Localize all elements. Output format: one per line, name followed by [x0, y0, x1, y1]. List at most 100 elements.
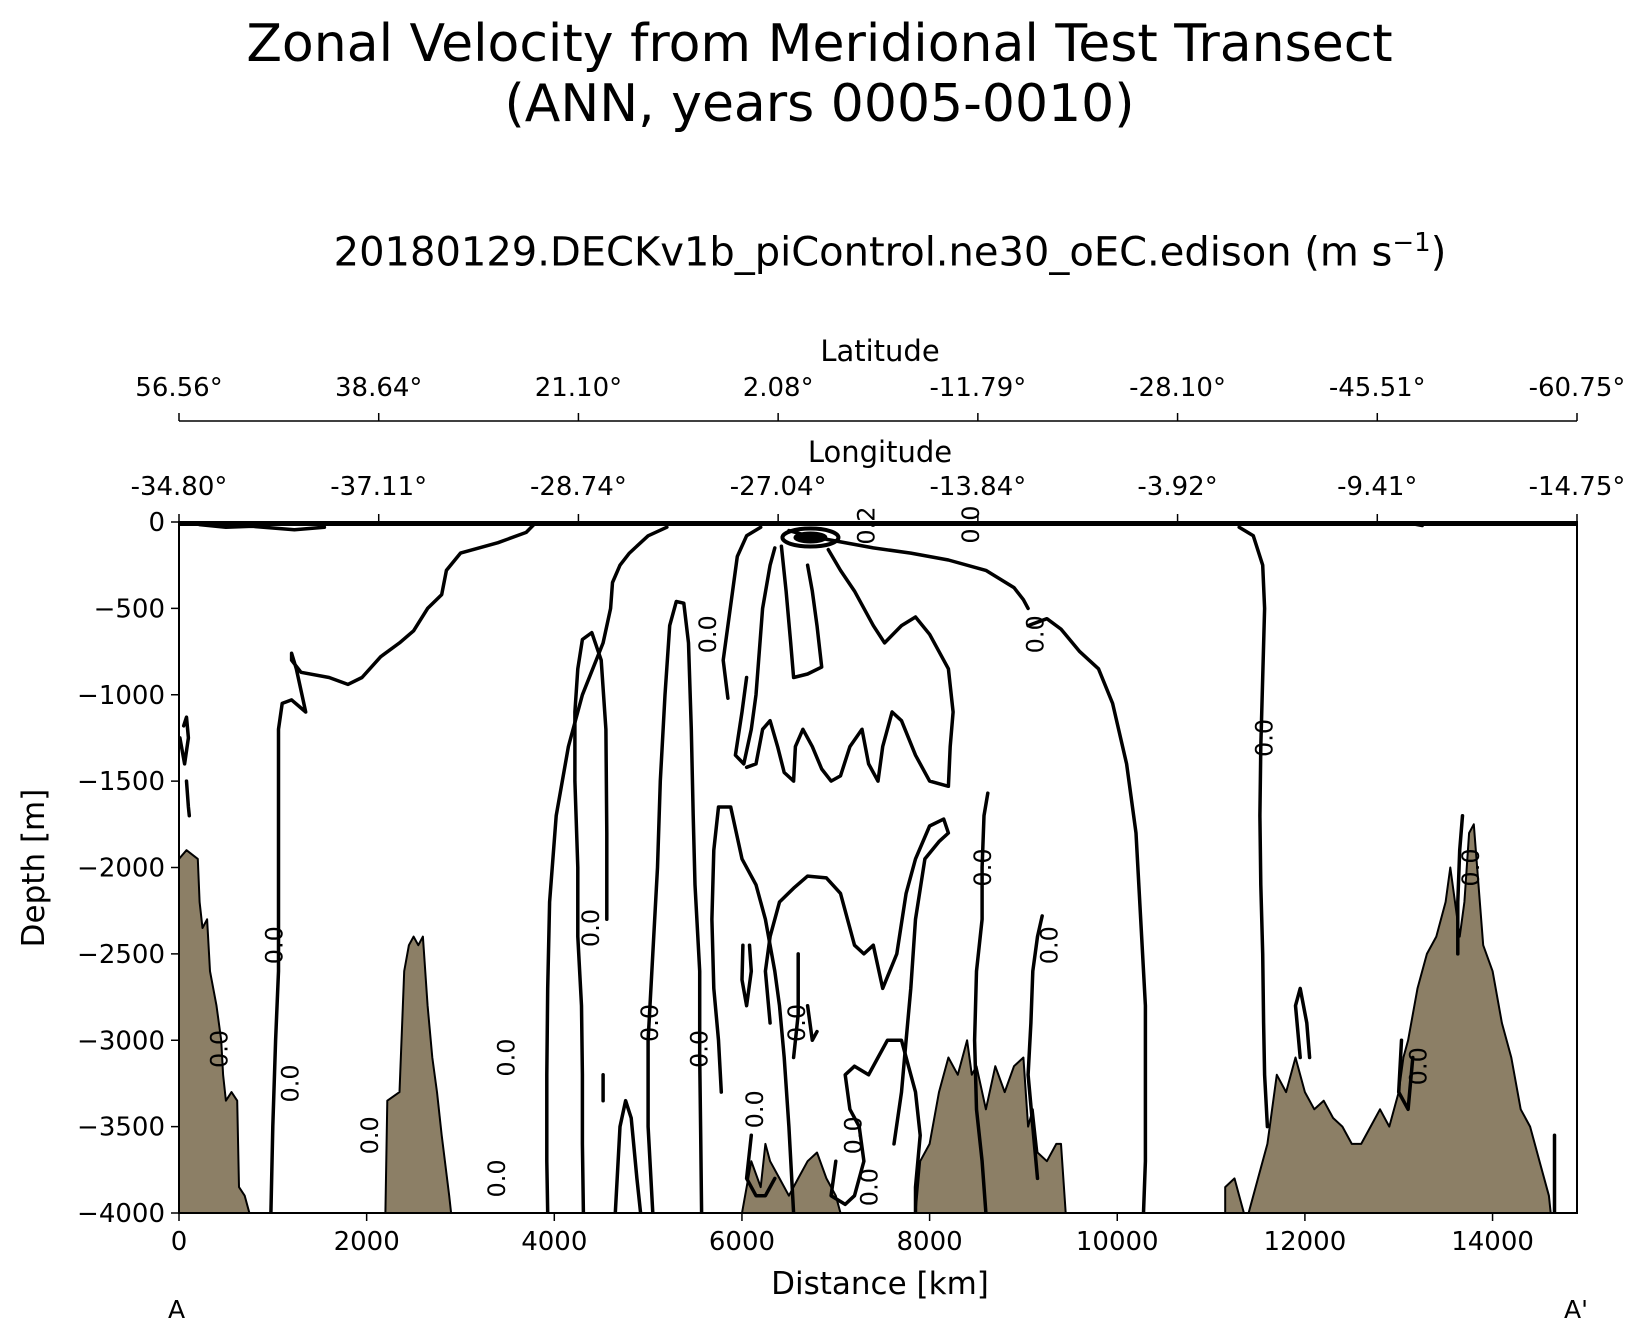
longitude-tick-label: -14.75° [1529, 472, 1626, 502]
contour-label: 0.0 [783, 1004, 811, 1042]
zero-contour-line [972, 791, 990, 1213]
axes-layer: 0 2000 4000 6000 8000 10000 12000 14000 0 −500 −10… [77, 373, 1625, 1257]
latitude-tick-label: -60.75° [1529, 373, 1626, 403]
chart-title-line1: Zonal Velocity from Meridional Test Tran… [246, 14, 1393, 74]
x-tick-label: 6000 [709, 1227, 775, 1257]
subtitle-main: 20180129.DECKv1b_piControl.ne30_oEC.edis… [333, 229, 1393, 276]
zero-contour-line [791, 952, 800, 1060]
zero-contour-line [787, 528, 1030, 611]
zero-contour-line [763, 817, 951, 1146]
longitude-tick-label: -13.84° [929, 472, 1026, 502]
x-tick-label: 0 [171, 1227, 188, 1257]
zero-contour-line [1456, 813, 1465, 956]
zero-contour-line [184, 779, 192, 818]
contour-label: 0.0 [492, 1038, 520, 1076]
bathymetry-layer [179, 823, 1552, 1213]
zero-contour-line [740, 943, 754, 1008]
contour-label: 0.0 [694, 615, 722, 653]
zero-contour-line [269, 522, 538, 1213]
zero-contour-line [744, 547, 955, 789]
longitude-tick-label: -3.92° [1137, 472, 1217, 502]
surface-jet-core [793, 531, 828, 544]
y-tick-label: −3500 [77, 1113, 165, 1143]
contour-label: 0.0 [957, 505, 985, 543]
longitude-tick-label: -34.80° [131, 472, 228, 502]
contour-label: 0.0 [261, 926, 289, 964]
endpoint-end-label: A' [1564, 1295, 1588, 1324]
zero-contour-line [744, 1133, 777, 1198]
zero-contour-line [710, 805, 796, 1213]
latitude-tick-label: -45.51° [1329, 373, 1426, 403]
zero-contour-line [829, 1038, 922, 1213]
contour-label: 0.0 [686, 1030, 714, 1068]
y-tick-label: −2500 [77, 940, 165, 970]
zero-contour-line [197, 522, 327, 532]
chart-title-line2: (ANN, years 0005-0010) [504, 74, 1135, 134]
zero-contour-line [733, 546, 777, 766]
longitude-tick-label: -27.04° [730, 472, 827, 502]
y-tick-label: −1000 [77, 681, 165, 711]
zero-contour-line [779, 544, 824, 680]
contour-label: 0.0 [636, 1004, 664, 1042]
surface-jet-contour [780, 526, 841, 549]
contour-label: 0.0 [483, 1159, 511, 1197]
zero-contour-line [613, 1098, 643, 1213]
zero-contour-line [646, 599, 704, 1213]
x-axis-label: Distance [km] [771, 1266, 989, 1302]
x-tick-label: 4000 [521, 1227, 587, 1257]
chart-subtitle: 20180129.DECKv1b_piControl.ne30_oEC.edis… [200, 228, 1580, 275]
y-axis-label: Depth [m] [16, 789, 52, 948]
zero-contour-line [1237, 525, 1270, 1129]
contour-label: 0.0 [839, 1116, 867, 1154]
longitude-tick-label: -28.74° [530, 472, 627, 502]
contour-label: 0.0 [356, 1116, 384, 1154]
zero-contour-line [1396, 1038, 1415, 1112]
x-tick-label: 14000 [1451, 1227, 1534, 1257]
y-tick-label: −500 [94, 594, 165, 624]
contour-label: 0.0 [741, 1090, 769, 1128]
y-tick-label: −3000 [77, 1026, 165, 1056]
zero-contour-line [721, 525, 763, 700]
zero-contour-line [1026, 616, 1148, 1213]
contour-label: 0.0 [205, 1030, 233, 1068]
contour-label: 0.0 [277, 1064, 305, 1102]
contour-label: 0.0 [1404, 1047, 1432, 1085]
zero-contour-line [573, 630, 609, 1213]
longitude-tick-label: -9.41° [1337, 472, 1417, 502]
zero-contour-line [545, 525, 669, 1213]
contour-label: 0.0 [1457, 848, 1485, 886]
latitude-tick-label: -28.10° [1129, 373, 1226, 403]
subtitle-exponent: −1 [1392, 228, 1431, 258]
y-tick-label: −1500 [77, 767, 165, 797]
latitude-tick-label: 21.10° [535, 373, 622, 403]
y-tick-label: −2000 [77, 854, 165, 884]
x-tick-label: 12000 [1264, 1227, 1347, 1257]
y-tick-label: −4000 [77, 1199, 165, 1229]
x-tick-label: 8000 [897, 1227, 963, 1257]
longitude-tick-label: -37.11° [330, 472, 427, 502]
contour-label: 0.0 [1251, 719, 1279, 757]
contour-label: 0.0 [577, 909, 605, 947]
contour-label: 0.2 [853, 506, 881, 544]
y-tick-label: 0 [148, 508, 165, 538]
zero-contour-line [1293, 986, 1312, 1060]
bathymetry-fill [179, 823, 1552, 1213]
latitude-tick-label: 2.08° [743, 373, 814, 403]
latitude-tick-label: 38.64° [335, 373, 422, 403]
contour-label-layer: 0.0 0.0 0.0 0.0 0.0 0.0 0.0 0.0 0.0 0.0 0.0 0.0 0.0 0… [205, 505, 1485, 1206]
zero-contour-line [805, 1003, 819, 1043]
contour-label: 0.0 [1022, 615, 1050, 653]
latitude-tick-label: 56.56° [135, 373, 222, 403]
endpoint-start-label: A [168, 1295, 185, 1324]
x-tick-label: 2000 [334, 1227, 400, 1257]
zero-contour-line [1026, 914, 1044, 1181]
contour-label: 0.0 [1036, 926, 1064, 964]
subtitle-close: ) [1430, 229, 1447, 276]
x-tick-label: 10000 [1076, 1227, 1159, 1257]
latitude-tick-label: -11.79° [929, 373, 1026, 403]
contour-label: 0.0 [855, 1168, 883, 1206]
latitude-axis-label: Latitude [820, 334, 939, 368]
contour-layer [179, 522, 1577, 1213]
contour-label: 0.0 [969, 848, 997, 886]
